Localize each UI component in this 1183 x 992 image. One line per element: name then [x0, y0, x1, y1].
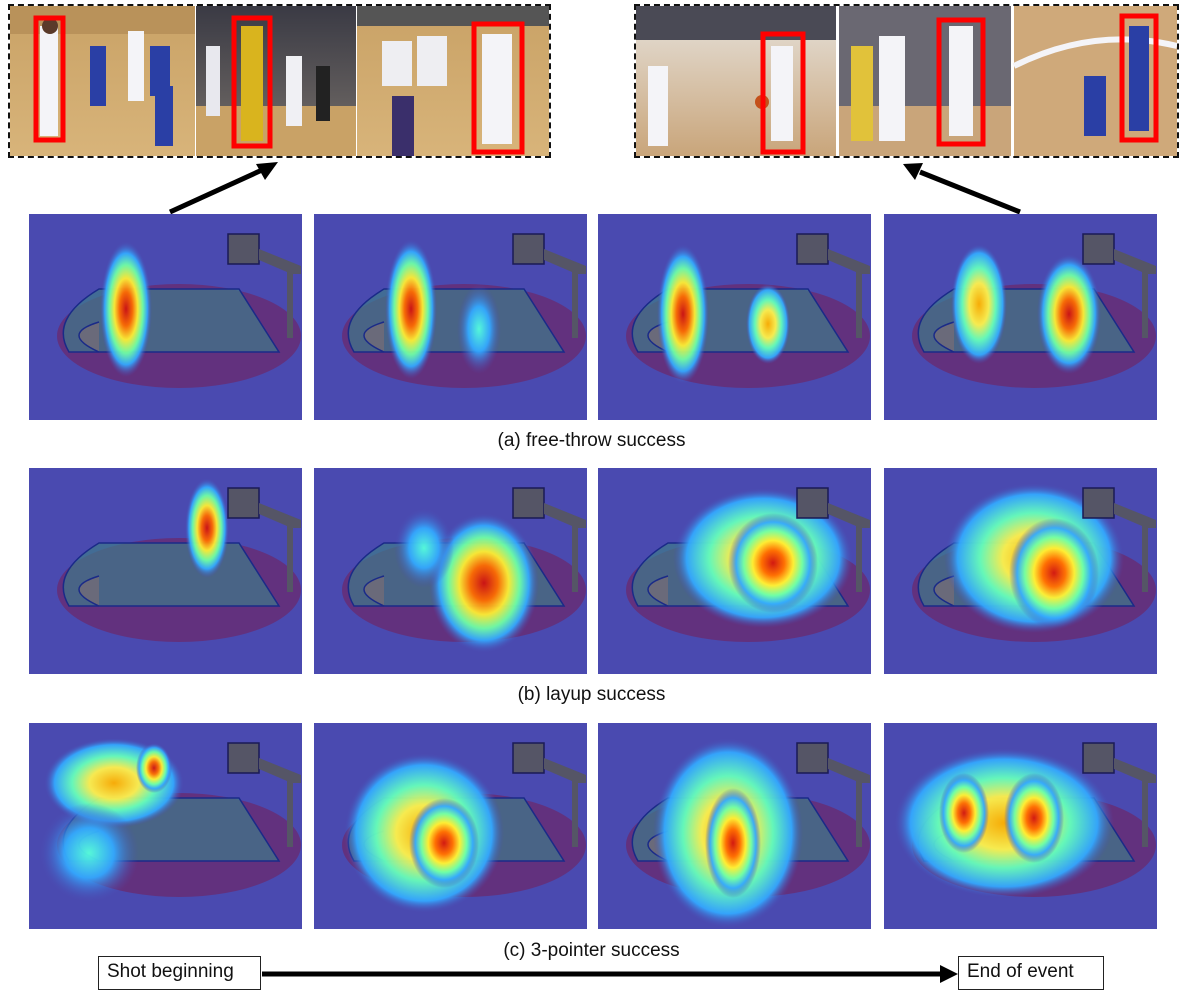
- heat-blob: [746, 284, 790, 364]
- timeline-arrow-icon: [262, 965, 958, 983]
- backboard-icon: [227, 742, 260, 774]
- backboard-icon: [512, 233, 545, 265]
- heatmap-svg: [314, 214, 587, 420]
- top-left-frames-svg: [10, 6, 549, 156]
- heatmap-panel: [598, 468, 871, 674]
- heatmap-svg: [314, 468, 587, 674]
- backboard-icon: [512, 487, 545, 519]
- hoop-stand: [259, 758, 301, 847]
- heat-blob: [136, 743, 172, 793]
- frame-6: [1012, 6, 1177, 156]
- heatmap-panel: [314, 723, 587, 929]
- heat-blob: [951, 244, 1007, 364]
- backboard-icon: [227, 487, 260, 519]
- heat-blob: [429, 513, 539, 653]
- heat-blob: [657, 244, 709, 384]
- backboard-icon: [227, 233, 260, 265]
- heatmap-svg: [598, 468, 871, 674]
- free-throw-circle: [647, 575, 669, 607]
- free-throw-circle: [78, 321, 100, 353]
- free-throw-circle: [363, 575, 385, 607]
- heat-blob: [457, 284, 501, 374]
- hoop-stand: [544, 249, 586, 338]
- caption-layup: (b) layup success: [517, 684, 666, 705]
- backboard-icon: [1082, 742, 1115, 774]
- heatmap-panel: [884, 214, 1157, 420]
- free-throw-circle: [933, 321, 955, 353]
- hoop-stand: [259, 503, 301, 592]
- timeline-end-label: End of event: [958, 956, 1104, 990]
- timeline-start-label: Shot beginning: [98, 956, 261, 990]
- strip-arrows: [168, 162, 1021, 215]
- heat-blob: [1037, 254, 1101, 374]
- heat-blob: [1009, 518, 1099, 628]
- frame-1: [10, 6, 195, 156]
- heat-blob: [705, 788, 761, 898]
- frame-2: [196, 6, 356, 156]
- heat-blob: [394, 508, 454, 588]
- heat-blob: [1004, 773, 1064, 863]
- heat-blob: [894, 748, 1114, 898]
- heatmap-svg: [29, 214, 302, 420]
- heatmap-panel: [314, 468, 587, 674]
- heat-blob: [39, 803, 139, 903]
- caption-3-pointer: (c) 3-pointer success: [503, 940, 680, 961]
- heat-blob: [939, 773, 989, 853]
- heat-blob: [385, 239, 437, 379]
- heatmap-svg: [884, 468, 1157, 674]
- hoop-stand: [1114, 249, 1156, 338]
- heatmap-panel: [598, 723, 871, 929]
- heatmap-panel: [29, 723, 302, 929]
- heat-blob: [185, 478, 229, 578]
- top-right-frames-svg: [636, 6, 1177, 156]
- backboard-icon: [796, 742, 829, 774]
- heat-blob: [409, 798, 479, 888]
- backboard-icon: [796, 233, 829, 265]
- heatmap-svg: [598, 214, 871, 420]
- heatmap-svg: [884, 214, 1157, 420]
- heatmap-panel: [884, 468, 1157, 674]
- heatmap-svg: [598, 723, 871, 929]
- backboard-icon: [796, 487, 829, 519]
- frame-4: [636, 6, 836, 156]
- hoop-stand: [828, 758, 870, 847]
- heatmap-panel: [884, 723, 1157, 929]
- hoop-stand: [828, 249, 870, 338]
- court-paint: [62, 542, 281, 607]
- heatmap-svg: [29, 468, 302, 674]
- backboard-icon: [1082, 233, 1115, 265]
- top-right-frame-strip: [634, 4, 1179, 158]
- hoop-stand: [1114, 503, 1156, 592]
- heatmap-svg: [314, 723, 587, 929]
- heatmap-panel: [29, 214, 302, 420]
- arrow-icon: [168, 162, 278, 215]
- free-throw-circle: [363, 321, 385, 353]
- backboard-icon: [512, 742, 545, 774]
- heatmap-panel: [29, 468, 302, 674]
- top-left-frame-strip: [8, 4, 551, 158]
- heatmap-panel: [314, 214, 587, 420]
- heatmap-svg: [29, 723, 302, 929]
- heat-blob: [728, 513, 818, 613]
- backboard-icon: [1082, 487, 1115, 519]
- caption-free-throw: (a) free-throw success: [497, 430, 686, 451]
- free-throw-circle: [78, 575, 100, 607]
- hoop-stand: [828, 503, 870, 592]
- heatmap-svg: [884, 723, 1157, 929]
- heatmap-panel: [598, 214, 871, 420]
- arrow-icon: [903, 163, 1021, 215]
- hoop-stand: [544, 758, 586, 847]
- heat-blob: [100, 241, 152, 377]
- hoop-stand: [259, 249, 301, 338]
- frame-3: [357, 6, 549, 156]
- hoop-stand: [544, 503, 586, 592]
- frame-5: [839, 6, 1011, 156]
- hoop-stand: [1114, 758, 1156, 847]
